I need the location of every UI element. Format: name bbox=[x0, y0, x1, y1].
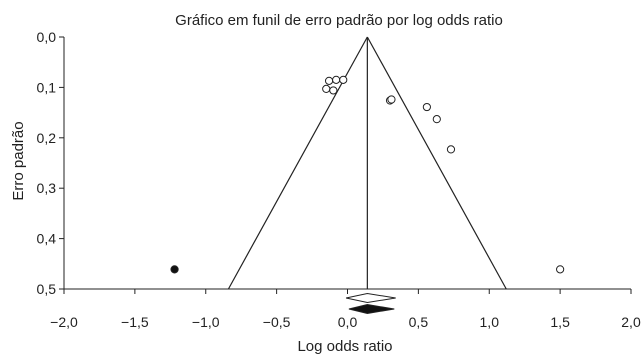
x-tick-label: 2,0 bbox=[621, 314, 641, 330]
summary-diamond-filled bbox=[348, 303, 395, 315]
x-tick-label: 0,5 bbox=[409, 314, 429, 330]
summary-diamond-open bbox=[345, 292, 396, 304]
y-tick-label: 0,2 bbox=[37, 130, 57, 146]
study-point bbox=[339, 75, 348, 84]
study-point bbox=[446, 145, 456, 154]
study-point bbox=[387, 95, 396, 104]
y-axis-title: Erro padrão bbox=[10, 121, 27, 200]
study-point bbox=[329, 86, 338, 95]
x-tick-label: 1,0 bbox=[480, 314, 500, 330]
study-point bbox=[324, 76, 334, 85]
study-point bbox=[432, 115, 441, 124]
y-tick-label: 0,0 bbox=[37, 29, 57, 45]
x-tick-label: 0,0 bbox=[338, 314, 358, 330]
x-tick-label: −1,0 bbox=[192, 314, 220, 330]
study-point bbox=[332, 75, 341, 84]
x-tick-label: −2,0 bbox=[50, 314, 78, 330]
chart-title: Gráfico em funil de erro padrão por log … bbox=[175, 12, 503, 29]
study-point bbox=[322, 84, 331, 94]
x-tick-label: −0,5 bbox=[263, 314, 291, 330]
x-tick-label: −1,5 bbox=[121, 314, 149, 330]
y-tick-label: 0,5 bbox=[37, 281, 57, 297]
study-point bbox=[556, 265, 565, 274]
x-tick-label: 1,5 bbox=[550, 314, 570, 330]
x-axis-title: Log odds ratio bbox=[297, 338, 392, 355]
imputed-study-point bbox=[170, 265, 179, 274]
funnel-left-line bbox=[227, 36, 368, 290]
plot-area: −2,0 −1,5 −1,0 −0,5 0,0 0,5 1,0 1,5 2,0 0,0 0,1 0,2… bbox=[37, 29, 641, 330]
funnel-right-line bbox=[366, 36, 507, 290]
y-tick-label: 0,4 bbox=[37, 231, 57, 247]
y-tick-label: 0,1 bbox=[37, 79, 57, 95]
study-point bbox=[422, 102, 431, 112]
y-tick-label: 0,3 bbox=[37, 180, 57, 196]
